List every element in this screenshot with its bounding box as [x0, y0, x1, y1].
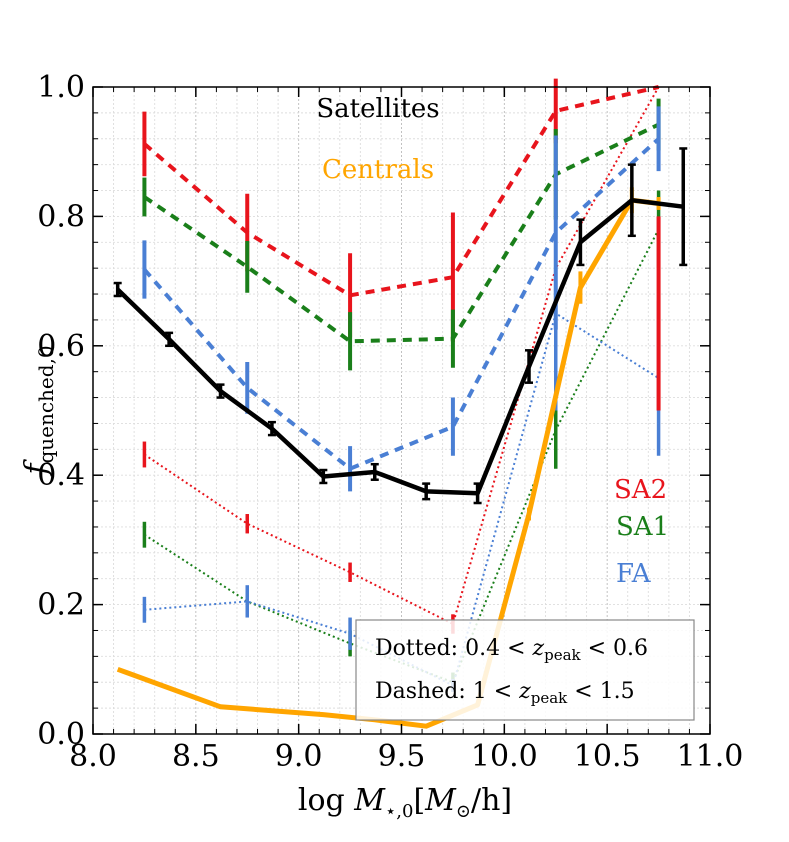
x-axis-title-bracket: [: [413, 783, 425, 818]
x-axis-title-pre: log: [298, 783, 354, 818]
line-sa1-dashed: [143, 122, 660, 344]
legend-dotted-lo: 0.4: [465, 636, 500, 661]
x-axis-title-sun: ⊙: [456, 801, 471, 822]
legend-dotted-lt2: <: [581, 636, 613, 661]
x-axis-title-msun: M: [424, 783, 457, 818]
legend-dotted-label: Dotted:: [375, 636, 465, 661]
x-tick-label: 9.0: [275, 739, 323, 774]
legend-dashed: Dashed: 1 < zpeak < 1.5: [375, 679, 635, 707]
legend-dotted-lt1: <: [500, 636, 532, 661]
x-axis-title-m: M: [353, 783, 386, 818]
y-tick-label: 0.0: [37, 717, 85, 752]
legend-dashed-zsub: peak: [531, 689, 568, 707]
legend-dotted: Dotted: 0.4 < zpeak < 0.6: [375, 636, 648, 664]
x-tick-label: 8.5: [172, 739, 220, 774]
line-sa2-dashed: [143, 85, 660, 298]
annotation-fa: FA: [616, 559, 652, 589]
legend-box: [355, 619, 695, 721]
x-tick-label: 9.5: [378, 739, 426, 774]
x-tick-label: 10.0: [471, 739, 538, 774]
legend-dashed-z: z: [518, 679, 531, 704]
series-satellites: [113, 147, 688, 505]
x-axis-title-h: /h]: [471, 783, 512, 818]
legend-dashed-lt1: <: [487, 679, 519, 704]
legend-dotted-z: z: [532, 636, 545, 661]
legend-dashed-lt2: <: [567, 679, 599, 704]
annotation-sa1: SA1: [616, 512, 669, 542]
series-layer: [113, 78, 688, 729]
x-axis-title: log M⋆,0[M⊙/h]: [298, 783, 512, 822]
y-tick-label: 1.0: [37, 70, 85, 105]
legend-dashed-label: Dashed:: [375, 679, 473, 704]
legend-dashed-lo: 1: [473, 679, 487, 704]
ticks: 8.0 8.5 9.0 9.5 10.0 10.5 11.00.00.20.40.60.81…: [37, 70, 743, 774]
line-fa-dotted: [144, 312, 660, 687]
line-fa-dashed: [142, 137, 660, 471]
legend-dotted-hi: 0.6: [613, 636, 648, 661]
legend-dashed-hi: 1.5: [600, 679, 635, 704]
x-tick-label: 11.0: [677, 739, 744, 774]
legend: Dotted: 0.4 < zpeak < 0.6 Dashed: 1 < zp…: [355, 619, 695, 721]
y-tick-label: 0.6: [37, 329, 85, 364]
y-tick-label: 0.2: [37, 588, 85, 623]
y-axis-title-sub: quenched,0: [34, 345, 58, 463]
y-tick-label: 0.4: [37, 458, 85, 493]
line-satellites: [116, 197, 684, 496]
line-sa2-dotted: [143, 86, 660, 625]
y-axis-title: fquenched,0: [19, 345, 58, 476]
annotation-centrals: Centrals: [322, 155, 434, 185]
x-axis-title-sub: ⋆,0: [385, 801, 413, 822]
x-tick-label: 10.5: [574, 739, 641, 774]
y-tick-label: 0.8: [37, 199, 85, 234]
legend-dotted-zsub: peak: [544, 646, 581, 664]
x-tick-label: 8.0: [69, 739, 117, 774]
annotation-satellites: Satellites: [316, 94, 439, 124]
annotation-sa2: SA2: [614, 475, 667, 505]
